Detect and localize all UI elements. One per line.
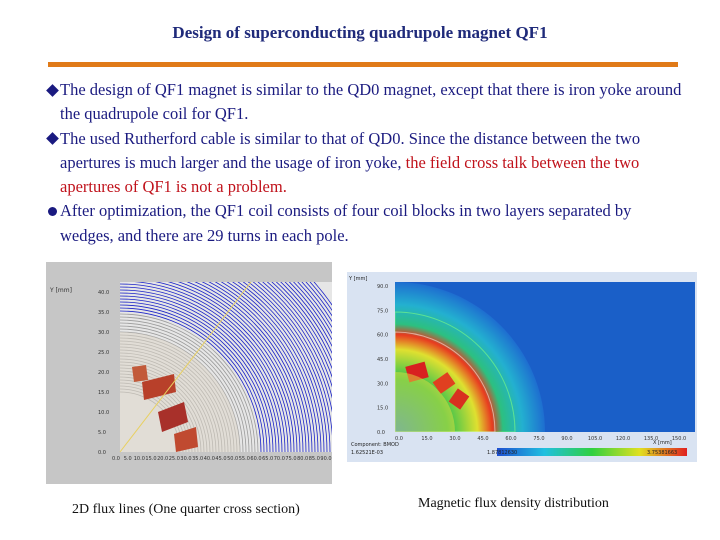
flux-line-arcs bbox=[120, 282, 332, 452]
x-tick-label: 90.0 bbox=[320, 456, 331, 462]
y-tick-label: 0.0 bbox=[98, 450, 106, 456]
diamond-bullet-icon bbox=[44, 127, 60, 151]
colorbar-mid: 1.87812630 bbox=[487, 450, 517, 456]
y-tick-label: 75.0 bbox=[377, 308, 388, 314]
flux-lines-caption: 2D flux lines (One quarter cross section… bbox=[72, 502, 300, 517]
y-tick-label: 35.0 bbox=[98, 310, 109, 316]
y-axis-ticks: 40.0 35.0 30.0 25.0 20.0 15.0 10.0 5.0 0.0 bbox=[98, 290, 109, 456]
x-tick-label: 5.0 bbox=[124, 456, 132, 462]
x-tick-label: 70.0 bbox=[274, 456, 285, 462]
x-tick-label: 30.0 bbox=[449, 436, 460, 442]
y-tick-label: 15.0 bbox=[377, 406, 388, 412]
bullet-item: After optimization, the QF1 coil consist… bbox=[44, 199, 684, 248]
flux-density-plot: Y [mm] X [mm] 90.075.060.045.030.015.00.… bbox=[348, 276, 695, 456]
y-tick-label: 10.0 bbox=[98, 410, 109, 416]
x-tick-label: 150.0 bbox=[672, 436, 686, 442]
y-tick-label: 60.0 bbox=[377, 333, 388, 339]
bullet-text-highlight: the field cross talk between the two ape… bbox=[60, 152, 640, 197]
y-axis-label: Y [mm] bbox=[49, 287, 72, 294]
y-tick-label: 30.0 bbox=[98, 330, 109, 336]
bullet-list: The design of QF1 magnet is similar to t… bbox=[44, 78, 684, 248]
x-tick-label: 85.0 bbox=[309, 456, 320, 462]
flux-density-caption: Magnetic flux density distribution bbox=[418, 496, 609, 511]
x-tick-label: 75.0 bbox=[533, 436, 544, 442]
bullet-item: The used Rutherford cable is similar to … bbox=[44, 127, 684, 200]
x-tick-label: 80.0 bbox=[297, 456, 308, 462]
x-tick-label: 60.0 bbox=[250, 456, 261, 462]
x-tick-label: 50.0 bbox=[227, 456, 238, 462]
y-axis-label: Y [mm] bbox=[348, 276, 367, 282]
x-tick-label: 40.0 bbox=[204, 456, 215, 462]
circle-bullet-icon bbox=[44, 199, 60, 223]
colorbar-max: 3.75381663 bbox=[647, 450, 677, 456]
x-tick-label: 0.0 bbox=[112, 456, 120, 462]
x-tick-label: 10.0 bbox=[134, 456, 145, 462]
title-divider bbox=[48, 62, 678, 67]
y-tick-label: 15.0 bbox=[98, 390, 109, 396]
y-tick-label: 90.0 bbox=[377, 284, 388, 290]
x-tick-label: 65.0 bbox=[262, 456, 273, 462]
x-tick-label: 15.0 bbox=[145, 456, 156, 462]
x-tick-label: 90.0 bbox=[561, 436, 572, 442]
bullet-text: The design of QF1 magnet is similar to t… bbox=[60, 80, 682, 124]
x-tick-label: 0.0 bbox=[395, 436, 403, 442]
colorbar-min: 1.62521E-03 bbox=[351, 450, 383, 456]
x-tick-label: 15.0 bbox=[421, 436, 432, 442]
bullet-text: After optimization, the QF1 coil consist… bbox=[60, 201, 632, 245]
y-tick-label: 20.0 bbox=[98, 370, 109, 376]
flux-lines-figure: Y [mm] 40.0 35.0 30.0 25.0 20.0 15.0 10.0 5.0 0.… bbox=[46, 262, 332, 484]
x-axis-label: X [mm] bbox=[653, 440, 672, 446]
x-tick-label: 45.0 bbox=[477, 436, 488, 442]
y-tick-label: 45.0 bbox=[377, 357, 388, 363]
x-tick-label: 25.0 bbox=[169, 456, 180, 462]
x-tick-label: 75.0 bbox=[285, 456, 296, 462]
x-axis-ticks: 0.0 15.0 30.0 45.0 60.0 75.0 90.0 105.0 120.0 135… bbox=[395, 436, 686, 442]
color-bar: Component: BMOD 1.62521E-03 1.87812630 3… bbox=[351, 442, 687, 456]
x-tick-label: 30.0 bbox=[180, 456, 191, 462]
y-axis-ticks: 90.0 75.0 60.0 45.0 30.0 15.0 0.0 bbox=[377, 284, 388, 436]
y-tick-label: 0.0 bbox=[377, 430, 385, 436]
slide-title: Design of superconducting quadrupole mag… bbox=[172, 23, 548, 42]
x-tick-label: 20.0 bbox=[157, 456, 168, 462]
x-tick-label: 35.0 bbox=[192, 456, 203, 462]
x-tick-label: 45.0 bbox=[215, 456, 226, 462]
x-tick-label: 135.0 bbox=[644, 436, 658, 442]
x-tick-label: 60.0 bbox=[505, 436, 516, 442]
y-tick-label: 5.0 bbox=[98, 430, 106, 436]
x-axis-ticks: 0.0 5.0 10.0 15.0 20.0 25.0 30.0 35.0 40.0 45.0 50… bbox=[112, 456, 332, 462]
flux-density-figure: Y [mm] X [mm] 90.0 75.0 60.0 45.0 30.0 15.0 0.… bbox=[347, 272, 697, 462]
coil-blocks bbox=[132, 365, 198, 452]
y-tick-label: 40.0 bbox=[98, 290, 109, 296]
colorbar-label: Component: BMOD bbox=[351, 442, 399, 448]
bullet-text-plain: The used Rutherford cable is similar to … bbox=[60, 128, 641, 172]
bullet-text: The used Rutherford cable is similar to … bbox=[60, 127, 684, 200]
diamond-bullet-icon bbox=[44, 78, 60, 102]
x-tick-label: 55.0 bbox=[239, 456, 250, 462]
y-tick-label: 25.0 bbox=[98, 350, 109, 356]
bullet-item: The design of QF1 magnet is similar to t… bbox=[44, 78, 684, 127]
x-tick-label: 120.0 bbox=[616, 436, 630, 442]
y-tick-label: 30.0 bbox=[377, 381, 388, 387]
flux-lines-plot: Y [mm] 40.035.030.025.020.015.010.05.00.… bbox=[46, 262, 332, 484]
x-tick-label: 105.0 bbox=[588, 436, 602, 442]
